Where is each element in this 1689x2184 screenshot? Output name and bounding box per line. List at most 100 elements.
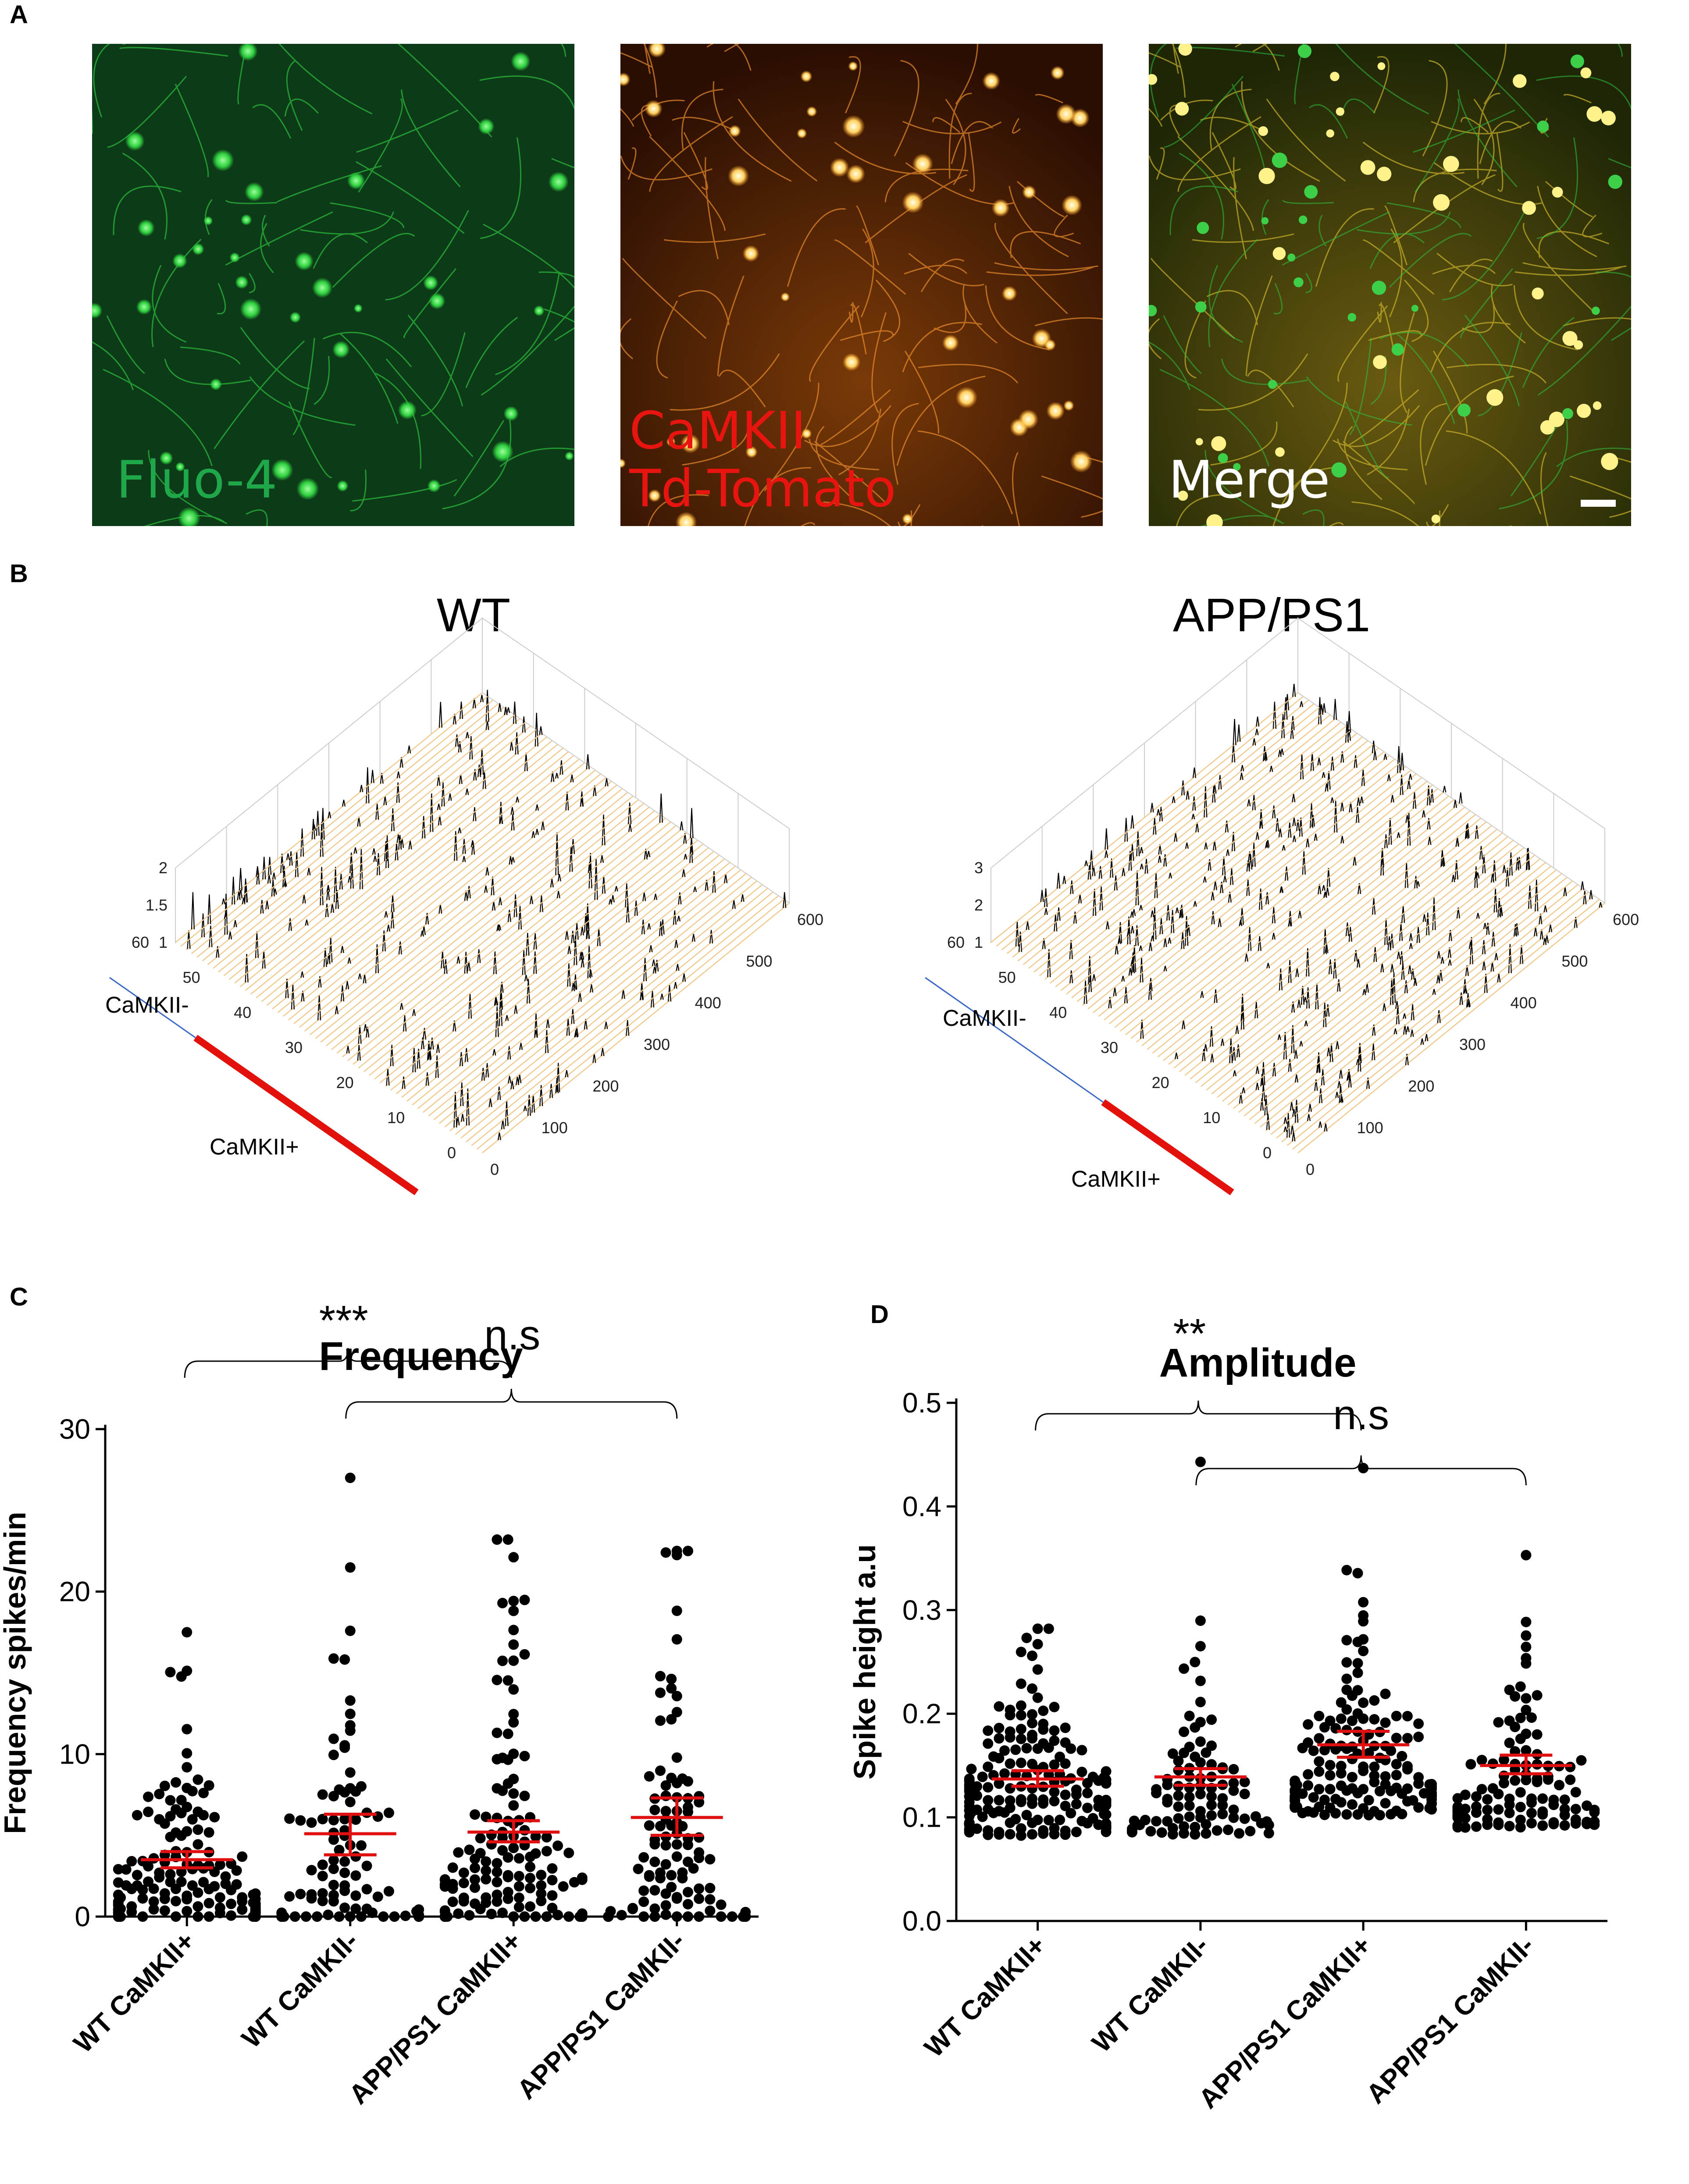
data-point [1488, 1758, 1498, 1769]
x-tick-label: WT CaMKII- [1086, 1930, 1214, 2058]
data-point [1325, 1770, 1336, 1781]
trace-baseline [477, 900, 784, 1149]
data-point [176, 1830, 187, 1841]
data-point [661, 1900, 671, 1910]
cell-body [398, 401, 417, 419]
data-point [1245, 1826, 1255, 1836]
cell-body [1195, 301, 1207, 313]
x-tick-label: 500 [746, 952, 772, 970]
data-point [672, 1550, 682, 1560]
data-point [470, 1809, 480, 1820]
data-point [378, 1911, 388, 1922]
data-point [345, 1911, 356, 1922]
data-point [1297, 1743, 1308, 1753]
data-point [638, 1885, 649, 1896]
data-point [389, 1911, 400, 1922]
data-point [1303, 1719, 1313, 1730]
data-point [440, 1875, 450, 1885]
data-point [1386, 1746, 1396, 1756]
significance-bracket [1036, 1401, 1361, 1430]
data-point [1319, 1745, 1330, 1755]
data-point [1515, 1802, 1526, 1812]
data-point [525, 1883, 535, 1893]
data-point [677, 1873, 688, 1883]
cell-body [645, 100, 662, 117]
trace-spikes [1372, 886, 1531, 1036]
data-point [655, 1765, 666, 1776]
data-point [666, 1674, 677, 1684]
merge-label-line-1: Merge [1169, 451, 1330, 509]
data-point [492, 1867, 502, 1877]
cell-body [332, 341, 350, 358]
data-point [492, 1754, 502, 1764]
data-point [999, 1768, 1010, 1779]
cell-body [1361, 160, 1375, 175]
data-point [1049, 1829, 1059, 1839]
cell-body [534, 306, 545, 317]
data-point [1027, 1798, 1037, 1809]
data-point [683, 1546, 693, 1556]
trace-baseline [1126, 785, 1432, 1035]
cell-body [172, 253, 187, 268]
data-point [1353, 1637, 1363, 1647]
y-axis-label: Frequency spikes/min [0, 1512, 32, 1834]
data-point [627, 1904, 638, 1914]
trace-baseline [337, 804, 644, 1053]
data-point [1341, 1809, 1352, 1820]
cell-body [312, 277, 333, 298]
data-point [1521, 1693, 1531, 1704]
data-point [1532, 1729, 1543, 1740]
trace-spikes [494, 951, 496, 974]
data-point [209, 1812, 220, 1822]
data-point [1228, 1786, 1239, 1796]
x-tick-label: 200 [592, 1077, 619, 1095]
data-point [503, 1852, 513, 1863]
data-point [547, 1890, 557, 1901]
data-point [182, 1724, 192, 1734]
data-point [508, 1640, 519, 1650]
data-point [1515, 1681, 1526, 1692]
data-point [1005, 1818, 1016, 1828]
data-point [171, 1884, 181, 1894]
y-tick-label: 0.5 [902, 1387, 941, 1419]
data-point [1413, 1802, 1424, 1813]
cell-body [842, 115, 865, 138]
trace-spikes [327, 716, 525, 892]
data-point [1504, 1808, 1515, 1818]
data-point [1375, 1786, 1385, 1796]
data-point [672, 1839, 682, 1850]
data-point [633, 1864, 644, 1874]
data-point [525, 1852, 535, 1862]
cell-body [1552, 187, 1563, 198]
data-points-3 [1452, 1550, 1600, 1833]
data-point [250, 1894, 261, 1904]
camkii-neg-label: CaMKII- [105, 992, 189, 1018]
data-point [1493, 1789, 1504, 1799]
data-point [508, 1843, 519, 1853]
data-point [508, 1800, 519, 1811]
data-point [295, 1889, 306, 1899]
data-point [113, 1877, 124, 1888]
data-point [1515, 1713, 1526, 1723]
data-point [1521, 1658, 1531, 1669]
bracket-path [346, 1389, 677, 1419]
data-point [204, 1884, 214, 1894]
y-tick-label: 40 [234, 1003, 251, 1021]
data-point [705, 1883, 715, 1893]
cell-body [235, 276, 249, 289]
cell-body [843, 353, 861, 371]
data-point [317, 1896, 328, 1906]
data-point [1190, 1829, 1200, 1840]
cell-body [1443, 156, 1459, 172]
data-point [171, 1896, 181, 1907]
trace-baseline [331, 800, 638, 1049]
data-point [1228, 1812, 1239, 1823]
data-point [577, 1911, 588, 1922]
data-point [1482, 1794, 1493, 1805]
trace-baseline [471, 896, 778, 1145]
cell-body [1373, 355, 1387, 369]
data-point [1206, 1800, 1217, 1810]
cell-body [1562, 408, 1573, 419]
trace-baseline [1147, 800, 1454, 1049]
micrograph-fluo4: Fluo-4 [92, 44, 574, 526]
